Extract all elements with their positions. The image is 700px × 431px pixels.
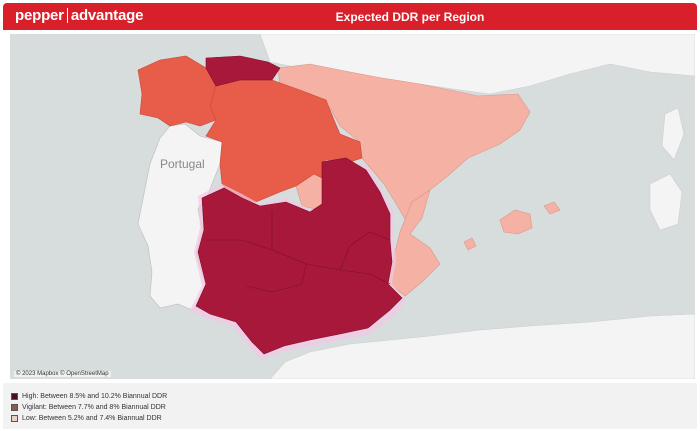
header-bar: pepper advantage Expected DDR per Region — [3, 3, 697, 30]
legend-item-low: Low: Between 5.2% and 7.4% Biannual DDR — [11, 413, 167, 424]
map-attribution[interactable]: © 2023 Mapbox © OpenStreetMap — [14, 371, 111, 377]
legend: High: Between 8.5% and 10.2% Biannual DD… — [11, 391, 167, 424]
region-vigilant-galicia — [137, 55, 217, 127]
brand-separator — [66, 8, 68, 23]
legend-panel: High: Between 8.5% and 10.2% Biannual DD… — [3, 383, 697, 429]
africa-land — [269, 313, 695, 379]
region-low-north-east — [277, 63, 531, 225]
country-label-portugal: Portugal — [160, 157, 205, 171]
legend-label-high: High: Between 8.5% and 10.2% Biannual DD… — [22, 393, 168, 400]
brand-left: pepper — [15, 7, 64, 24]
region-high-asturias — [205, 55, 281, 87]
map-view[interactable]: Portugal © 2023 Mapbox © OpenStreetMap — [10, 34, 695, 379]
brand-right: advantage — [70, 7, 144, 24]
corsica-land — [661, 107, 685, 161]
brand-logo: pepper advantage — [15, 7, 143, 24]
region-low-menorca — [543, 201, 561, 215]
legend-label-vigilant: Vigilant: Between 7.7% and 8% Biannual D… — [22, 404, 166, 411]
legend-swatch-low — [11, 415, 18, 422]
legend-swatch-vigilant — [11, 404, 18, 411]
sardinia-land — [649, 173, 683, 231]
region-high-south-core — [195, 157, 403, 355]
region-low-ibiza — [463, 237, 477, 251]
legend-label-low: Low: Between 5.2% and 7.4% Biannual DDR — [22, 415, 162, 422]
legend-swatch-high — [11, 393, 18, 400]
region-border-lines — [206, 210, 391, 293]
legend-item-vigilant: Vigilant: Between 7.7% and 8% Biannual D… — [11, 402, 167, 413]
region-low-mallorca — [499, 209, 533, 235]
legend-item-high: High: Between 8.5% and 10.2% Biannual DD… — [11, 391, 167, 402]
map-canvas — [137, 34, 695, 379]
page-title: Expected DDR per Region — [335, 10, 485, 24]
